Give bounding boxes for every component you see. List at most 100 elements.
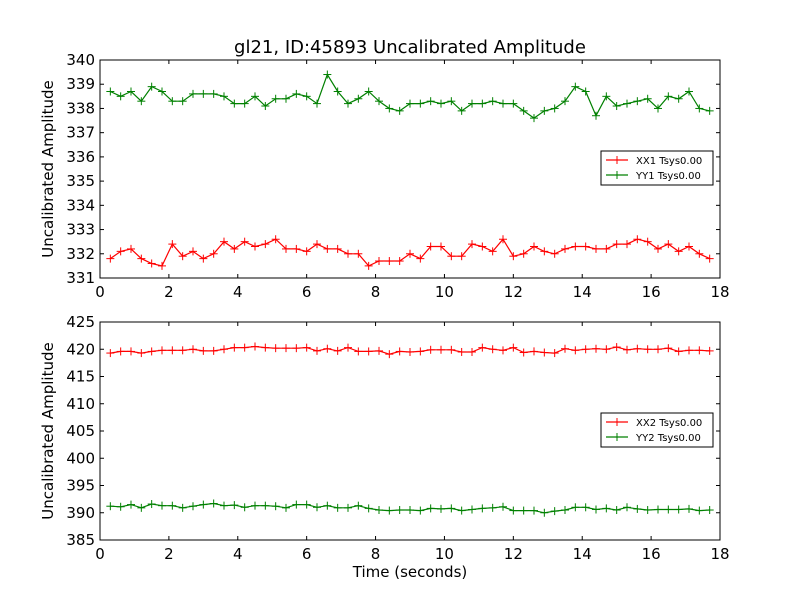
- data-point: [705, 506, 714, 515]
- data-point: [457, 106, 466, 115]
- data-point: [375, 97, 383, 106]
- legend-box: [600, 150, 714, 186]
- data-point: [509, 252, 518, 261]
- data-point: [344, 249, 352, 258]
- x-tick-label: 10: [435, 283, 454, 301]
- data-point: [447, 345, 456, 354]
- data-point: [375, 257, 383, 266]
- data-point: [499, 502, 507, 511]
- data-point: [488, 247, 497, 256]
- data-point: [271, 94, 280, 103]
- data-point: [261, 343, 270, 352]
- data-point: [612, 240, 621, 249]
- data-point: [137, 349, 146, 358]
- x-axis-label: Time (seconds): [352, 563, 468, 581]
- data-point: [685, 87, 693, 96]
- data-point: [550, 104, 559, 113]
- data-point: [654, 244, 662, 253]
- data-point: [240, 343, 249, 352]
- data-point: [416, 99, 425, 108]
- data-point: [116, 347, 125, 356]
- data-point: [612, 102, 621, 111]
- data-point: [302, 500, 311, 509]
- y-tick-label: 405: [66, 422, 95, 440]
- data-point: [437, 99, 445, 108]
- data-point: [313, 240, 321, 249]
- data-point: [302, 343, 311, 352]
- data-point: [643, 506, 652, 515]
- data-point: [375, 506, 383, 515]
- x-tick-label: 6: [302, 545, 312, 563]
- y-tick-label: 333: [66, 221, 95, 239]
- data-point: [178, 503, 187, 512]
- data-point: [416, 347, 425, 356]
- data-point: [416, 254, 425, 263]
- data-point: [302, 247, 311, 256]
- y-tick-label: 340: [66, 51, 95, 69]
- data-point: [623, 99, 631, 108]
- data-point: [189, 89, 197, 98]
- data-point: [168, 501, 177, 510]
- data-point: [209, 499, 218, 508]
- data-point: [468, 99, 476, 108]
- legend-label: XX2 Tsys0.00: [636, 418, 702, 429]
- data-point: [406, 506, 414, 515]
- y-tick-label: 331: [66, 269, 95, 287]
- legend-label: YY1 Tsys0.00: [635, 171, 701, 182]
- data-point: [323, 70, 332, 79]
- data-point: [499, 99, 507, 108]
- data-point: [540, 106, 549, 115]
- data-point: [478, 99, 487, 108]
- legend-label: YY2 Tsys0.00: [635, 433, 701, 444]
- data-point: [571, 242, 580, 251]
- data-point: [468, 347, 476, 356]
- data-point: [674, 505, 683, 514]
- data-point: [220, 237, 228, 246]
- data-point: [685, 504, 693, 513]
- data-point: [581, 242, 590, 251]
- data-point: [426, 345, 435, 354]
- data-point: [230, 343, 239, 352]
- data-point: [364, 504, 373, 513]
- data-point: [509, 506, 518, 515]
- data-point: [147, 82, 156, 91]
- data-point: [592, 344, 600, 353]
- data-point: [354, 501, 363, 510]
- data-point: [251, 92, 259, 101]
- data-point: [426, 97, 435, 106]
- data-point: [240, 237, 249, 246]
- data-point: [158, 346, 166, 355]
- data-point: [519, 249, 528, 258]
- data-point: [199, 254, 208, 263]
- data-point: [633, 235, 642, 244]
- data-point: [571, 503, 580, 512]
- data-point: [364, 261, 373, 270]
- x-tick-label: 16: [642, 283, 661, 301]
- x-tick-label: 16: [642, 545, 661, 563]
- data-point: [364, 87, 373, 96]
- data-point: [519, 348, 528, 357]
- data-point: [664, 505, 673, 514]
- data-point: [209, 249, 218, 258]
- data-point: [530, 347, 538, 356]
- data-point: [581, 87, 590, 96]
- data-point: [602, 345, 611, 354]
- x-tick-label: 2: [164, 545, 174, 563]
- data-point: [674, 94, 683, 103]
- data-point: [292, 244, 301, 253]
- y-tick-label: 339: [66, 75, 95, 93]
- data-point: [375, 346, 383, 355]
- data-point: [333, 87, 342, 96]
- y-tick-label: 420: [66, 340, 95, 358]
- data-point: [623, 345, 631, 354]
- data-point: [199, 500, 208, 509]
- data-point: [333, 346, 342, 355]
- data-point: [333, 503, 342, 512]
- data-point: [168, 97, 177, 106]
- y-tick-label: 395: [66, 477, 95, 495]
- data-point: [251, 342, 259, 351]
- data-point: [457, 347, 466, 356]
- data-point: [127, 500, 135, 509]
- x-tick-label: 14: [573, 545, 592, 563]
